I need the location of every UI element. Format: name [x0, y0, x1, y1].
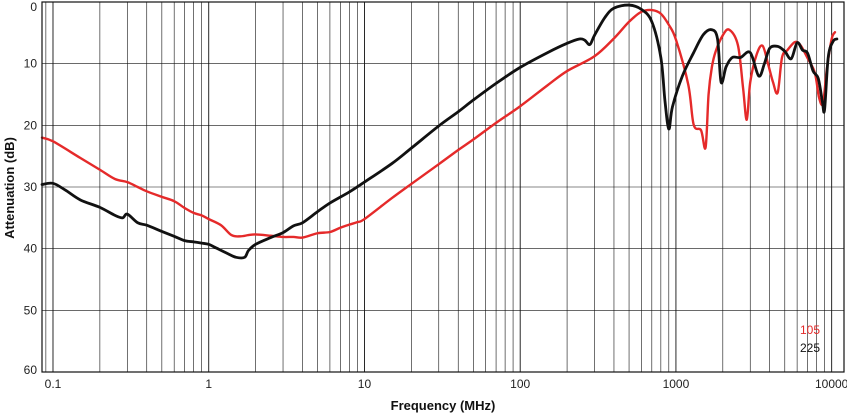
plot-frame [41, 1, 845, 373]
x-tick-label: 1000 [663, 377, 690, 391]
y-tick-label: 20 [24, 118, 38, 132]
y-tick-label: 50 [24, 303, 38, 317]
x-tick-label: 10000 [815, 377, 847, 391]
y-tick-label: 60 [24, 363, 38, 377]
x-tick-label: 100 [510, 377, 530, 391]
tick-labels: 0.1 1 10 100 1000 10000 0 10 20 30 40 50 60 [24, 0, 847, 391]
y-tick-label: 30 [24, 180, 38, 194]
x-tick-label: 10 [358, 377, 372, 391]
series-line-225 [40, 3, 839, 260]
series-layer [40, 3, 839, 260]
y-tick-label: 0 [30, 0, 37, 14]
legend-entry-225: 225 [800, 341, 820, 355]
x-tick-label: 1 [205, 377, 212, 391]
y-tick-label: 40 [24, 242, 38, 256]
y-axis-title: Attenuation (dB) [2, 137, 17, 239]
x-axis-title: Frequency (MHz) [391, 398, 496, 413]
legend-entry-105: 105 [800, 323, 820, 337]
series-line-105 [40, 8, 837, 239]
x-tick-label: 0.1 [45, 377, 62, 391]
y-tick-label: 10 [24, 57, 38, 71]
